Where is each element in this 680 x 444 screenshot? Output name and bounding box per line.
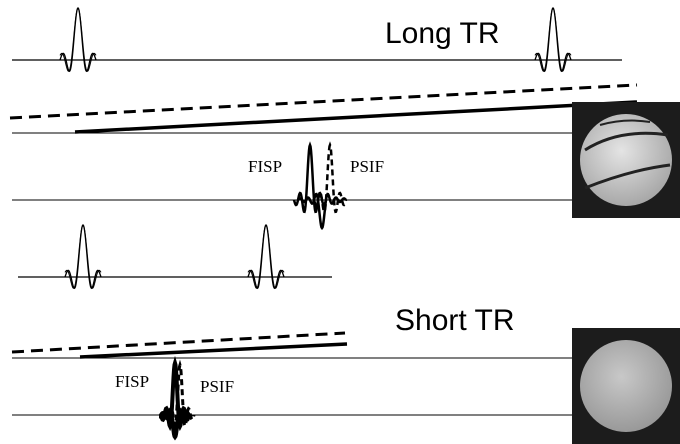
phantom [580,340,672,432]
rf-pulse [248,225,284,288]
rf-pulse [65,225,101,288]
dashed-ramp [10,85,637,118]
panel-title: Short TR [395,304,515,337]
page: Long TR FISP PSIF Short TR FISP PSIF (()… [0,0,680,444]
solid-ramp [80,344,347,357]
dashed-ramp [12,333,345,352]
echo-label: FISP [115,372,149,391]
echo-label: PSIF [350,157,384,176]
rf-pulse [535,8,571,71]
diagram: Long TR FISP PSIF Short TR FISP PSIF [0,0,680,444]
phantom [580,114,672,206]
solid-ramp [75,102,637,132]
echo-label: PSIF [200,377,234,396]
panel-title: Long TR [385,17,500,50]
rf-pulse [60,8,96,71]
echo-label: FISP [248,157,282,176]
